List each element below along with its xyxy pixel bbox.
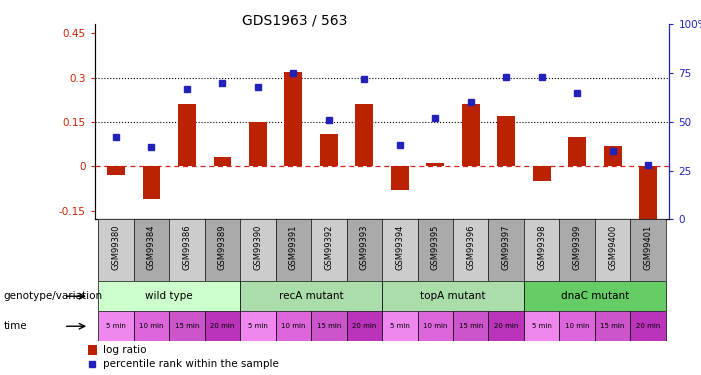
Bar xyxy=(489,311,524,341)
Text: 20 min: 20 min xyxy=(210,323,235,329)
Bar xyxy=(559,219,595,281)
Bar xyxy=(604,146,622,166)
Text: percentile rank within the sample: percentile rank within the sample xyxy=(103,359,279,369)
Bar xyxy=(346,311,382,341)
Bar xyxy=(595,311,630,341)
Text: wild type: wild type xyxy=(145,291,193,301)
Bar xyxy=(595,219,630,281)
Text: 10 min: 10 min xyxy=(565,323,590,329)
Text: GSM99395: GSM99395 xyxy=(431,224,440,270)
Text: 20 min: 20 min xyxy=(494,323,519,329)
Text: topA mutant: topA mutant xyxy=(421,291,486,301)
Text: 10 min: 10 min xyxy=(139,323,163,329)
Text: 20 min: 20 min xyxy=(352,323,376,329)
Text: 5 min: 5 min xyxy=(248,323,268,329)
Bar xyxy=(134,311,169,341)
Bar xyxy=(169,219,205,281)
Bar xyxy=(285,72,302,166)
Bar xyxy=(382,219,418,281)
Bar xyxy=(178,104,196,166)
Text: GSM99394: GSM99394 xyxy=(395,224,404,270)
Bar xyxy=(524,281,666,311)
Bar xyxy=(214,158,231,166)
Bar xyxy=(311,311,346,341)
Bar xyxy=(88,345,97,355)
Bar xyxy=(524,219,559,281)
Bar xyxy=(355,104,373,166)
Text: GSM99400: GSM99400 xyxy=(608,224,617,270)
Bar xyxy=(453,219,489,281)
Text: 10 min: 10 min xyxy=(423,323,447,329)
Text: GSM99398: GSM99398 xyxy=(537,224,546,270)
Bar xyxy=(240,281,382,311)
Text: 20 min: 20 min xyxy=(636,323,660,329)
Text: GSM99396: GSM99396 xyxy=(466,224,475,270)
Bar xyxy=(320,134,338,166)
Bar xyxy=(275,311,311,341)
Bar xyxy=(382,281,524,311)
Bar xyxy=(382,311,418,341)
Text: dnaC mutant: dnaC mutant xyxy=(561,291,629,301)
Text: genotype/variation: genotype/variation xyxy=(4,291,102,301)
Text: time: time xyxy=(4,321,27,331)
Bar xyxy=(559,311,595,341)
Text: GSM99391: GSM99391 xyxy=(289,224,298,270)
Bar xyxy=(453,311,489,341)
Text: 5 min: 5 min xyxy=(532,323,552,329)
Bar xyxy=(134,219,169,281)
Text: 15 min: 15 min xyxy=(601,323,625,329)
Bar xyxy=(639,166,657,228)
Bar xyxy=(346,219,382,281)
Bar xyxy=(630,311,666,341)
Bar xyxy=(569,136,586,166)
Text: GSM99389: GSM99389 xyxy=(218,224,227,270)
Bar xyxy=(205,219,240,281)
Text: 15 min: 15 min xyxy=(317,323,341,329)
Text: 5 min: 5 min xyxy=(390,323,409,329)
Text: GSM99393: GSM99393 xyxy=(360,224,369,270)
Text: log ratio: log ratio xyxy=(103,345,147,355)
Bar xyxy=(418,219,453,281)
Bar xyxy=(98,281,240,311)
Bar xyxy=(240,311,275,341)
Bar xyxy=(275,219,311,281)
Text: GSM99392: GSM99392 xyxy=(325,224,333,270)
Bar xyxy=(98,219,134,281)
Bar xyxy=(533,166,550,181)
Text: GSM99384: GSM99384 xyxy=(147,224,156,270)
Bar xyxy=(462,104,479,166)
Text: recA mutant: recA mutant xyxy=(279,291,343,301)
Text: 15 min: 15 min xyxy=(175,323,199,329)
Text: GSM99399: GSM99399 xyxy=(573,224,582,270)
Text: 5 min: 5 min xyxy=(106,323,126,329)
Bar xyxy=(142,166,161,199)
Bar xyxy=(311,219,346,281)
Bar xyxy=(524,311,559,341)
Bar xyxy=(418,311,453,341)
Bar xyxy=(249,122,266,166)
Bar xyxy=(498,116,515,166)
Bar xyxy=(489,219,524,281)
Bar xyxy=(98,311,134,341)
Bar xyxy=(426,163,444,166)
Text: 10 min: 10 min xyxy=(281,323,306,329)
Text: GSM99380: GSM99380 xyxy=(111,224,121,270)
Bar xyxy=(205,311,240,341)
Bar xyxy=(240,219,275,281)
Text: GSM99401: GSM99401 xyxy=(644,224,653,270)
Text: GSM99386: GSM99386 xyxy=(182,224,191,270)
Bar xyxy=(107,166,125,175)
Text: GDS1963 / 563: GDS1963 / 563 xyxy=(242,13,347,27)
Bar xyxy=(630,219,666,281)
Text: 15 min: 15 min xyxy=(458,323,483,329)
Bar xyxy=(169,311,205,341)
Text: GSM99397: GSM99397 xyxy=(502,224,511,270)
Text: GSM99390: GSM99390 xyxy=(253,224,262,270)
Bar xyxy=(391,166,409,190)
